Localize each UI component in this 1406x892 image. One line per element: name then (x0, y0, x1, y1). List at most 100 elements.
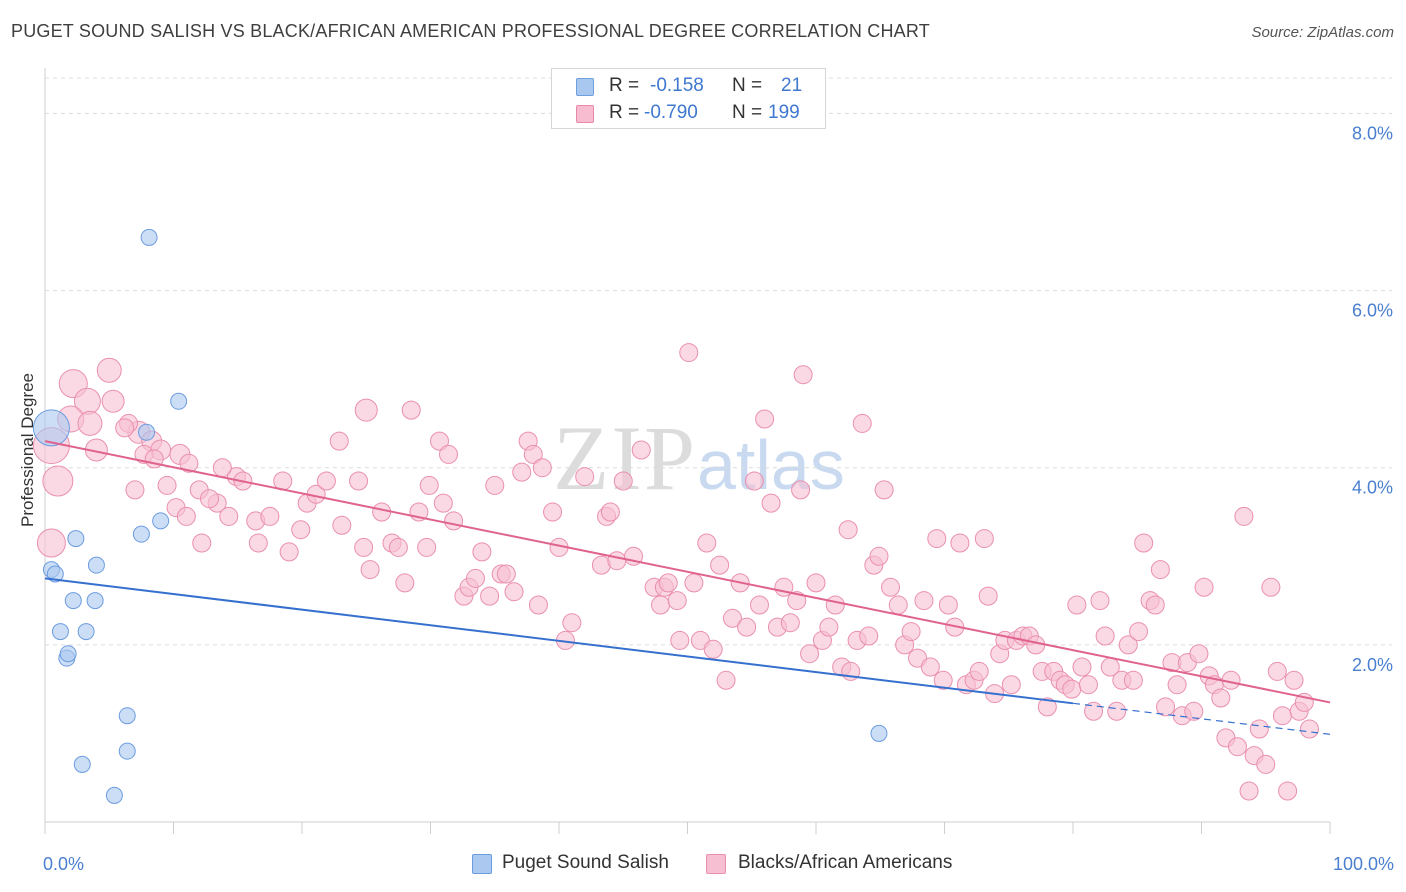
x-tick-label-max: 100.0% (1333, 854, 1394, 874)
salish-point (118, 707, 136, 725)
black-point (1123, 670, 1143, 690)
black-point (433, 493, 453, 513)
legend-row-black: R = -0.790 N = 199 (552, 102, 825, 126)
salish-point (152, 512, 170, 530)
black-point (1001, 675, 1021, 695)
black-point (755, 409, 775, 429)
black-point (1072, 657, 1092, 677)
black-point (192, 533, 212, 553)
black-point (658, 573, 678, 593)
black-point (1090, 591, 1110, 611)
salish-point (32, 409, 70, 447)
salish-point (86, 592, 104, 610)
legend-swatch-black (576, 105, 594, 123)
black-point (42, 465, 74, 497)
black-point (1134, 533, 1154, 553)
black-point (176, 506, 196, 526)
salish-point (170, 392, 188, 410)
salish-point (118, 742, 136, 760)
black-point (1067, 595, 1087, 615)
black-point (749, 595, 769, 615)
black-point (279, 542, 299, 562)
black-point (528, 595, 548, 615)
black-point (787, 591, 807, 611)
black-point (761, 493, 781, 513)
black-point (291, 520, 311, 540)
black-point (791, 480, 811, 500)
black-point (1278, 781, 1298, 801)
black-point (920, 657, 940, 677)
black-point (1284, 670, 1304, 690)
black-point (1129, 622, 1149, 642)
black-point (532, 458, 552, 478)
legend-r-value: -0.158 (650, 75, 704, 96)
salish-point (51, 623, 69, 641)
black-point (806, 573, 826, 593)
salish-point (64, 592, 82, 610)
black-point (978, 586, 998, 606)
black-point (360, 560, 380, 580)
black-point (716, 670, 736, 690)
salish-point (73, 755, 91, 773)
black-point (101, 389, 125, 413)
y-axis-title: Professional Degree (18, 373, 37, 527)
black-point (472, 542, 492, 562)
black-point (697, 533, 717, 553)
legend-r-label: R = (609, 75, 640, 96)
black-point (737, 617, 757, 637)
black-point (316, 471, 336, 491)
series-label-black: Blacks/African Americans (738, 852, 953, 873)
black-point (969, 661, 989, 681)
black-point (1249, 719, 1269, 739)
legend-row-salish: R = -0.158 N = 21 (552, 75, 825, 99)
black-point (1037, 697, 1057, 717)
salish-point (140, 228, 158, 246)
black-point (465, 568, 485, 588)
black-point (1256, 754, 1276, 774)
legend-n-label: N = (732, 75, 763, 96)
black-point (212, 458, 232, 478)
black-point (744, 471, 764, 491)
black-point (1184, 701, 1204, 721)
black-point (607, 551, 627, 571)
black-point (881, 577, 901, 597)
legend-r-value: -0.790 (644, 102, 698, 123)
legend-n-label: N = (732, 102, 763, 123)
salish-trend-line (44, 577, 1074, 705)
salish-point (132, 525, 150, 543)
legend-swatch-salish (576, 78, 594, 96)
black-point (722, 608, 742, 628)
black-point (613, 471, 633, 491)
black-point (667, 591, 687, 611)
chart-title: PUGET SOUND SALISH VS BLACK/AFRICAN AMER… (11, 21, 930, 41)
black-point (825, 595, 845, 615)
black-point (1261, 577, 1281, 597)
black-point (179, 453, 199, 473)
black-point (1194, 577, 1214, 597)
black-point (219, 506, 239, 526)
black-point (651, 595, 671, 615)
black-point (1062, 679, 1082, 699)
legend-n-value: 21 (781, 75, 803, 96)
black-point (388, 537, 408, 557)
salish-point (67, 530, 85, 548)
legend-r-label: R = (609, 102, 640, 123)
black-point (575, 467, 595, 487)
series-label-salish: Puget Sound Salish (502, 852, 669, 873)
black-point (157, 475, 177, 495)
black-point (96, 357, 122, 383)
black-point (480, 586, 500, 606)
black-point (927, 529, 947, 549)
watermark: ZIPatlas (553, 405, 845, 511)
salish-point (46, 565, 64, 583)
y-tick-label: 2.0% (1352, 655, 1393, 675)
black-trend-line (44, 440, 1331, 704)
black-point (349, 471, 369, 491)
black-point (485, 475, 505, 495)
black-point (1267, 661, 1287, 681)
black-point (77, 410, 103, 436)
black-point (1299, 719, 1319, 739)
black-point (125, 480, 145, 500)
black-point (1156, 697, 1176, 717)
